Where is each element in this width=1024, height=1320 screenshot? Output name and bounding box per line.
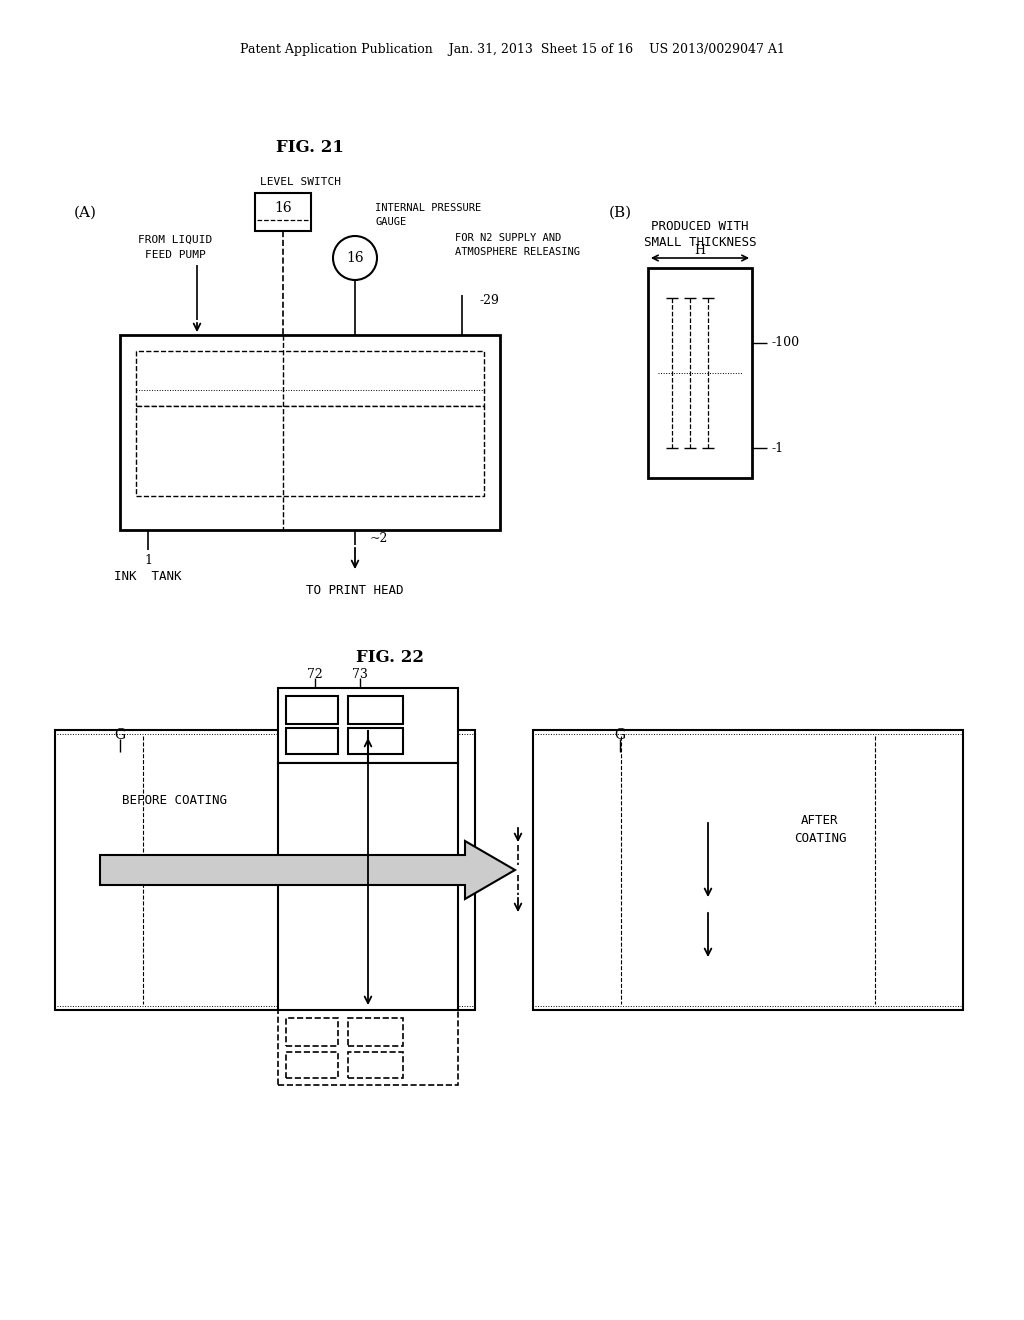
Bar [348, 1018, 403, 1045]
Bar [136, 407, 484, 496]
Bar [136, 351, 484, 407]
Text: Patent Application Publication    Jan. 31, 2013  Sheet 15 of 16    US 2013/00290: Patent Application Publication Jan. 31, … [240, 44, 784, 57]
Bar [348, 1052, 403, 1078]
Text: FIG. 22: FIG. 22 [356, 649, 424, 667]
Bar [55, 730, 475, 1010]
Bar [278, 688, 458, 763]
Bar [534, 730, 963, 1010]
Text: INK  TANK: INK TANK [115, 570, 181, 583]
Bar [648, 268, 752, 478]
Text: PRODUCED WITH: PRODUCED WITH [651, 220, 749, 234]
Bar [348, 729, 403, 754]
Text: 73: 73 [352, 668, 368, 681]
Text: FIG. 21: FIG. 21 [276, 140, 344, 157]
Bar [286, 1052, 338, 1078]
Text: INTERNAL PRESSURE: INTERNAL PRESSURE [375, 203, 481, 213]
Text: -1: -1 [772, 441, 784, 454]
Bar [286, 1018, 338, 1045]
Text: 72: 72 [307, 668, 323, 681]
Text: 16: 16 [346, 251, 364, 265]
Text: TO PRINT HEAD: TO PRINT HEAD [306, 583, 403, 597]
Bar [255, 193, 311, 231]
Text: ~2: ~2 [370, 532, 388, 544]
Text: (A): (A) [74, 206, 96, 220]
Text: -29: -29 [480, 293, 500, 306]
Text: SMALL THICKNESS: SMALL THICKNESS [644, 236, 757, 249]
Text: COATING: COATING [794, 832, 846, 845]
Bar [286, 729, 338, 754]
Bar [278, 1010, 458, 1085]
Text: H: H [694, 243, 706, 256]
Bar [278, 763, 458, 1010]
Text: FOR N2 SUPPLY AND: FOR N2 SUPPLY AND [455, 234, 561, 243]
Circle shape [333, 236, 377, 280]
Text: BEFORE COATING: BEFORE COATING [123, 793, 227, 807]
Bar [120, 335, 500, 531]
Bar [348, 696, 403, 723]
Text: (B): (B) [608, 206, 632, 220]
Text: LEVEL SWITCH: LEVEL SWITCH [259, 177, 341, 187]
Text: FROM LIQUID: FROM LIQUID [138, 235, 212, 246]
Text: 1: 1 [144, 553, 152, 566]
Text: 16: 16 [274, 201, 292, 215]
Text: FEED PUMP: FEED PUMP [144, 249, 206, 260]
Text: G: G [614, 729, 626, 742]
Text: ATMOSPHERE RELEASING: ATMOSPHERE RELEASING [455, 247, 580, 257]
Text: GAUGE: GAUGE [375, 216, 407, 227]
Text: -100: -100 [772, 337, 800, 350]
FancyArrow shape [100, 841, 515, 899]
Bar [286, 696, 338, 723]
Text: G: G [115, 729, 126, 742]
Text: AFTER: AFTER [801, 813, 839, 826]
